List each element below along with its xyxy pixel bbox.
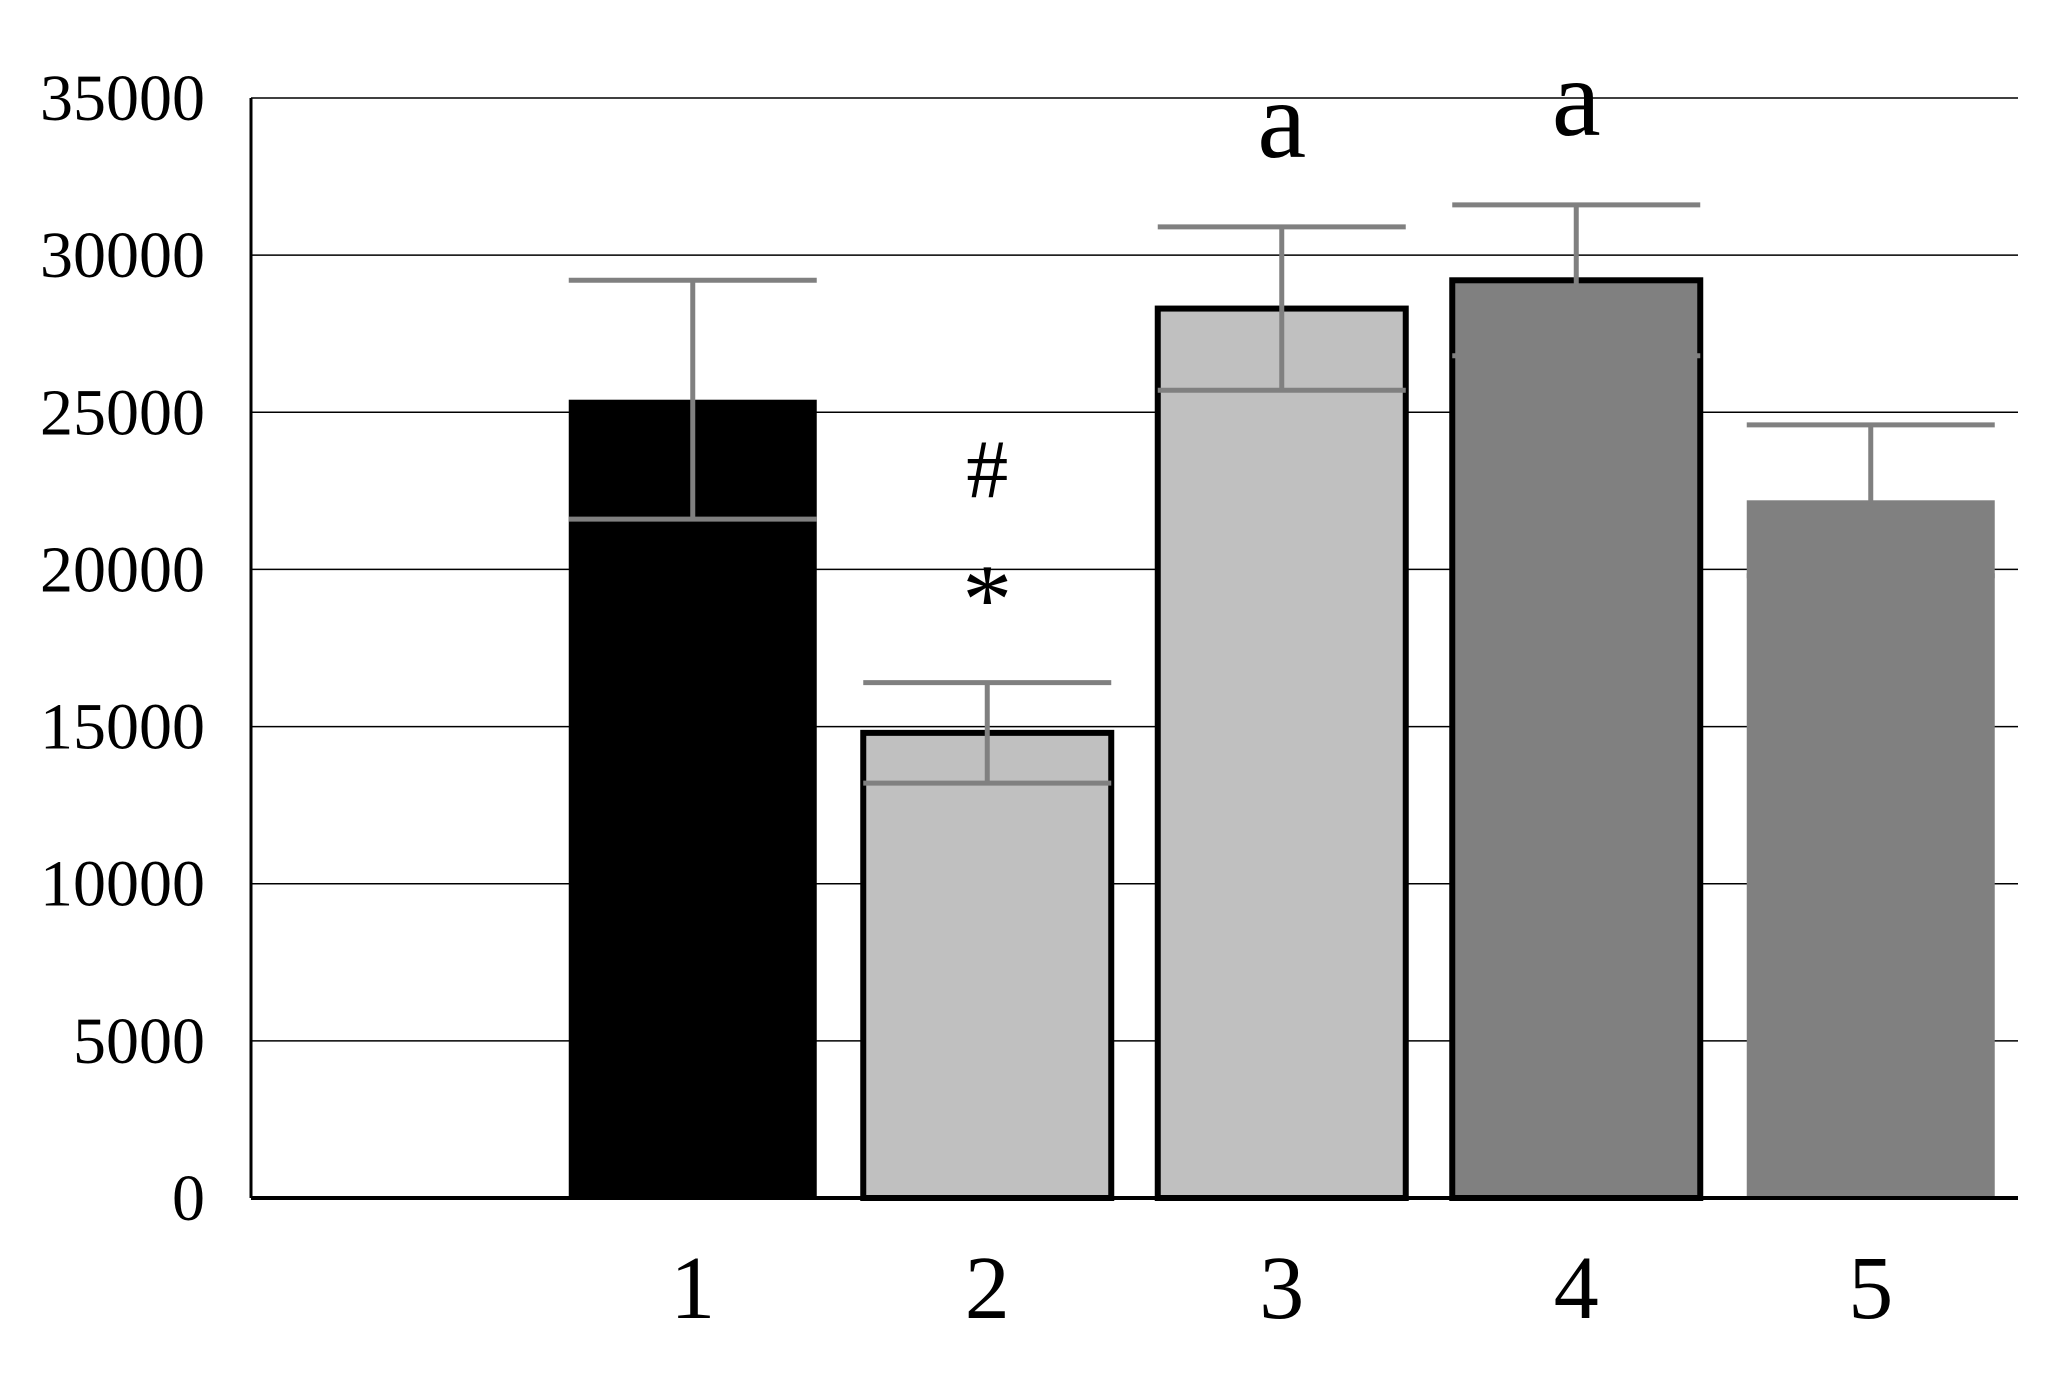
annotation-3: a: [1257, 59, 1306, 181]
annotation-4: a: [1552, 37, 1601, 159]
y-tick-label: 5000: [73, 1005, 205, 1078]
y-tick-label: 30000: [40, 219, 205, 292]
axes: [249, 98, 2018, 1200]
bar-5: [1746, 500, 1995, 1198]
bar-2: [860, 729, 1115, 1201]
error-bars: [568, 202, 1995, 786]
grid-lines: [251, 97, 2018, 1042]
y-tick-label: 35000: [40, 62, 205, 135]
y-tick-labels: 0 5000 10000 15000 20000 25000 30000 35000: [40, 62, 205, 1235]
error-bar-2: [863, 680, 1112, 786]
y-tick-label: 25000: [40, 376, 205, 449]
bar-3: [1154, 305, 1409, 1202]
annotation-2: #: [966, 424, 1008, 517]
error-bar-3: [1157, 224, 1406, 393]
x-tick-labels: 1 2 3 4 5: [670, 1239, 1893, 1338]
y-tick-label: 0: [172, 1162, 205, 1235]
bars: [568, 277, 1995, 1202]
x-tick-label-1: 1: [670, 1239, 715, 1338]
error-bar-1: [568, 277, 817, 522]
x-tick-label-5: 5: [1848, 1239, 1893, 1338]
annotation-2: *: [962, 544, 1012, 655]
x-tick-label-3: 3: [1259, 1239, 1304, 1338]
error-bar-5: [1746, 422, 1995, 579]
x-tick-label-2: 2: [965, 1239, 1010, 1338]
bar-4: [1449, 277, 1704, 1201]
annotations: * # a a: [962, 37, 1600, 655]
y-tick-label: 10000: [40, 848, 205, 921]
error-bar-4: [1452, 202, 1701, 359]
x-tick-label-4: 4: [1554, 1239, 1599, 1338]
y-tick-label: 15000: [40, 691, 205, 764]
bar-1: [568, 399, 817, 1198]
y-tick-label: 20000: [40, 533, 205, 606]
